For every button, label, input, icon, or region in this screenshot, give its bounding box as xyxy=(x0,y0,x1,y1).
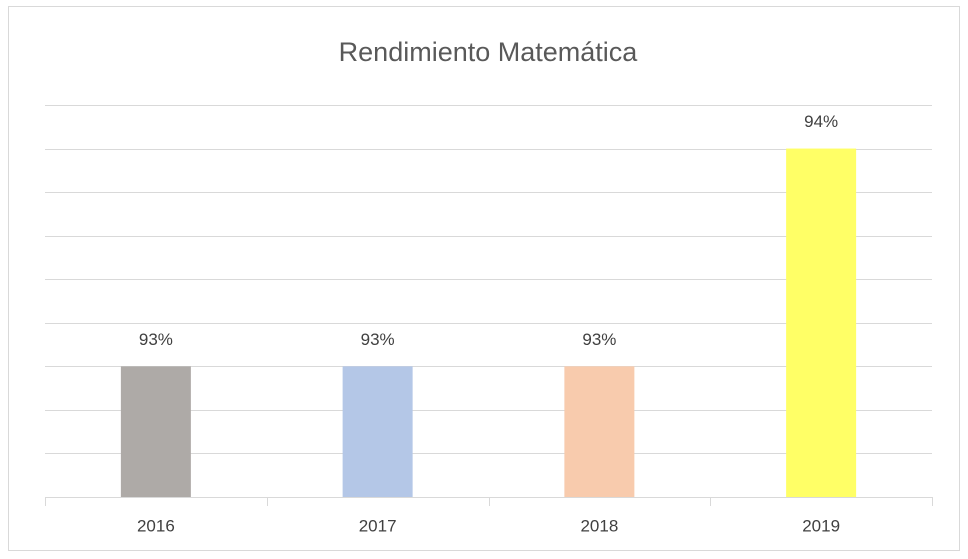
bar xyxy=(342,366,413,497)
bar xyxy=(120,366,191,497)
data-label: 94% xyxy=(804,112,838,131)
data-label: 93% xyxy=(582,330,616,349)
x-tick-label: 2017 xyxy=(359,516,397,535)
bar xyxy=(786,148,857,498)
x-tick-label: 2018 xyxy=(580,516,618,535)
data-label: 93% xyxy=(139,330,173,349)
x-tick-label: 2019 xyxy=(802,516,840,535)
x-tick-label: 2016 xyxy=(137,516,175,535)
data-label: 93% xyxy=(361,330,395,349)
chart-title: Rendimiento Matemática xyxy=(339,37,639,67)
bar xyxy=(564,366,635,497)
